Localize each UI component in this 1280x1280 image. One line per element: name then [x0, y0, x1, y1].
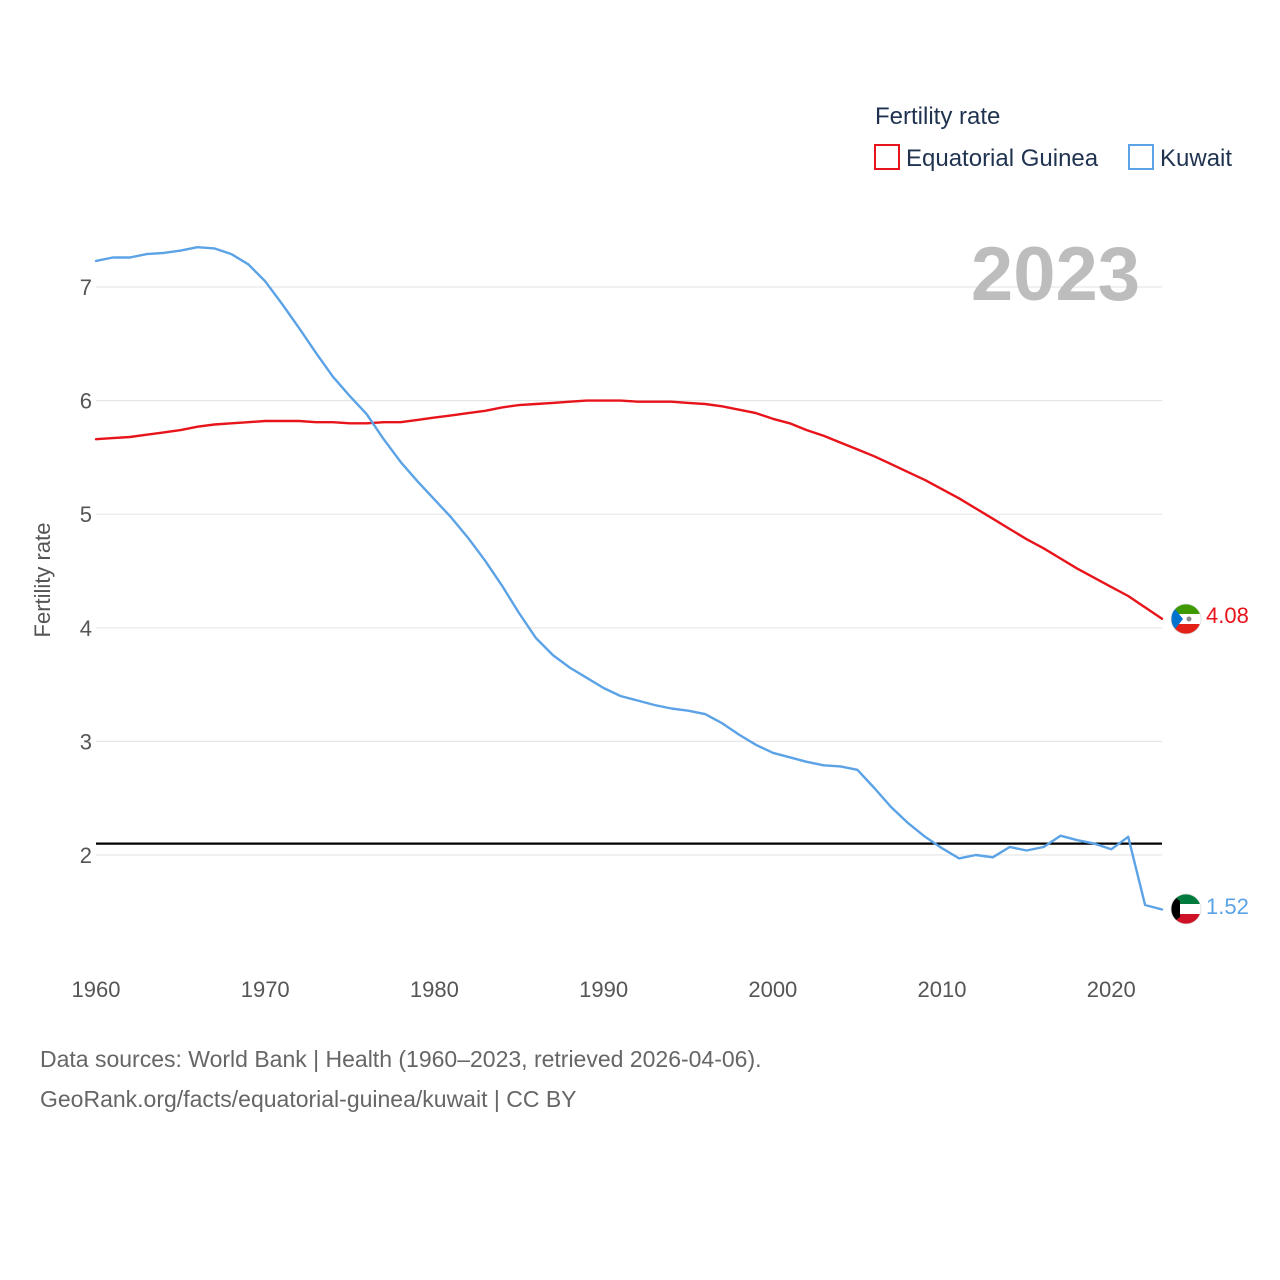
- y-axis-ticks: 2 3 4 5 6 7: [80, 275, 92, 868]
- flag-equatorial-guinea-icon: [1171, 604, 1201, 634]
- y-tick-label-6: 6: [80, 389, 92, 414]
- legend-label-kuwait: Kuwait: [1160, 145, 1232, 172]
- legend-item-equatorial-guinea[interactable]: Equatorial Guinea: [874, 144, 1099, 172]
- x-tick-label-1970: 1970: [241, 977, 290, 1002]
- y-tick-label-7: 7: [80, 275, 92, 300]
- gridlines: [96, 286, 1162, 856]
- x-tick-label-1990: 1990: [579, 977, 628, 1002]
- x-tick-label-2020: 2020: [1087, 977, 1136, 1002]
- y-tick-label-4: 4: [80, 616, 92, 641]
- y-tick-label-3: 3: [80, 729, 92, 754]
- y-tick-label-2: 2: [80, 843, 92, 868]
- x-tick-label-2010: 2010: [918, 977, 967, 1002]
- legend-swatch-kuwait: [1128, 144, 1154, 170]
- y-tick-label-5: 5: [80, 502, 92, 527]
- y-axis-title: Fertility rate: [30, 523, 55, 638]
- year-label: 2023: [971, 232, 1140, 317]
- x-tick-label-2000: 2000: [748, 977, 797, 1002]
- legend-label-equatorial-guinea: Equatorial Guinea: [906, 145, 1099, 172]
- x-tick-label-1980: 1980: [410, 977, 459, 1002]
- series-lines: [94, 245, 1164, 911]
- footer-sources: Data sources: World Bank | Health (1960–…: [40, 1046, 762, 1072]
- legend-title: Fertility rate: [875, 103, 1000, 130]
- legend-swatch-equatorial-guinea: [874, 144, 900, 170]
- legend-item-kuwait[interactable]: Kuwait: [1128, 144, 1232, 172]
- legend: Fertility rate Equatorial Guinea Kuwait: [874, 103, 1232, 172]
- end-value-kuwait: 1.52: [1206, 894, 1249, 919]
- x-axis-ticks: 1960 1970 1980 1990 2000 2010 2020: [72, 977, 1136, 1002]
- end-value-equatorial-guinea: 4.08: [1206, 603, 1249, 628]
- x-tick-label-1960: 1960: [72, 977, 121, 1002]
- series-line-kuwait[interactable]: [94, 245, 1164, 911]
- footer-attribution: GeoRank.org/facts/equatorial-guinea/kuwa…: [40, 1086, 577, 1112]
- series-line-equatorial-guinea[interactable]: [94, 399, 1164, 620]
